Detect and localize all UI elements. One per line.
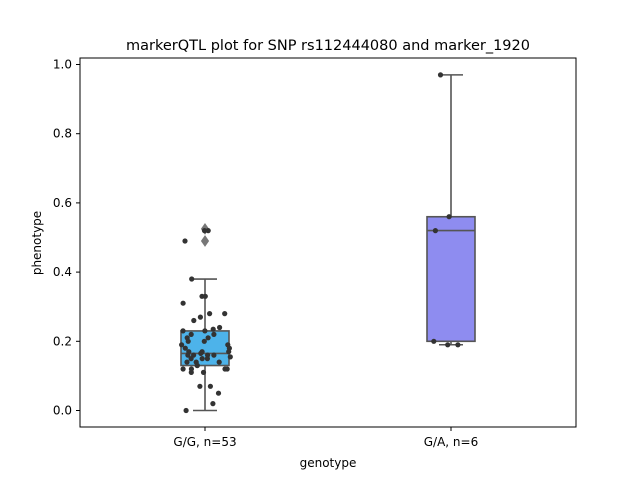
data-point [205,335,211,341]
data-point [207,311,213,317]
data-point [445,342,451,348]
data-point [446,214,452,220]
data-point [189,276,195,282]
data-point [191,317,197,324]
data-point [197,314,203,320]
outlier-marker [200,235,210,247]
data-point [205,228,211,234]
chart-title: markerQTL plot for SNP rs112444080 and m… [126,38,530,54]
data-point [210,326,216,332]
data-point [432,228,438,234]
data-point [199,356,205,362]
y-tick-label: 0.8 [53,127,72,141]
data-point [188,331,194,337]
data-point [455,342,461,348]
x-tick-label: G/A, n=6 [424,435,478,449]
iqr-box [426,215,476,343]
data-point [211,352,217,358]
data-point [194,362,200,369]
data-point [188,356,194,362]
data-point [184,359,190,365]
data-point [202,328,208,334]
data-point [183,407,189,414]
y-tick-label: 0.4 [53,265,72,279]
axes: 0.0 0.2 0.4 0.6 0.8 1.0 G/G, n=53 G/A, n=6 [53,58,478,450]
data-point [201,338,207,344]
data-point [202,293,208,299]
data-point [182,238,188,244]
data-point [217,324,223,331]
data-point [215,390,222,396]
y-tick-label: 1.0 [53,58,72,72]
data-point [180,300,186,306]
data-point [201,228,208,234]
data-point [179,342,185,348]
data-point [222,366,228,372]
data-point [182,345,188,351]
y-tick-label: 0.0 [53,404,72,418]
y-tick-label: 0.6 [53,196,72,210]
data-point [227,354,233,360]
data-point [207,383,213,389]
plot-area [179,72,476,414]
data-point [180,366,186,372]
data-point [197,383,203,389]
data-point [437,72,444,78]
box-group-1 [179,222,233,414]
data-point [204,356,210,362]
data-point [210,401,216,407]
y-tick-label: 0.2 [53,334,72,348]
data-point [180,328,186,334]
data-point [211,331,217,337]
x-axis-title: genotype [300,456,357,470]
y-axis-title: phenotype [30,211,44,275]
data-point [185,352,191,358]
data-point [200,369,207,375]
data-point [431,338,437,344]
data-point [188,369,194,375]
data-point [226,349,232,355]
data-point [216,359,222,365]
data-point [185,338,191,344]
plot-frame [79,57,577,428]
data-point [198,350,204,356]
data-point [222,311,228,317]
x-tick-label: G/G, n=53 [173,435,236,449]
box-group-2 [426,72,476,348]
